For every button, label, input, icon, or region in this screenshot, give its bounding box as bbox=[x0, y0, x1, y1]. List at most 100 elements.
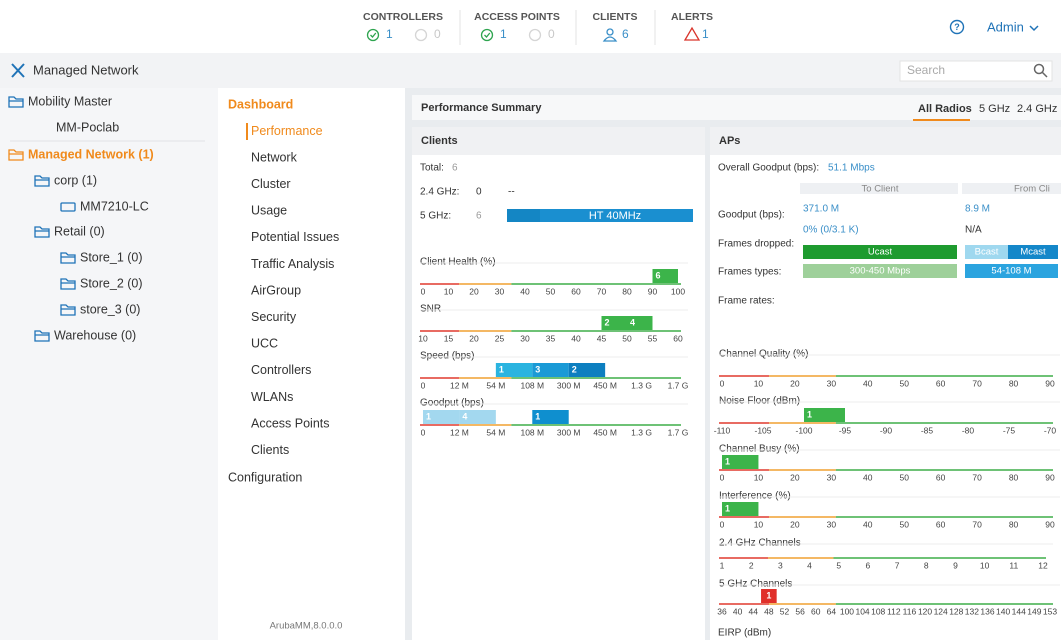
menu-item[interactable]: Performance bbox=[251, 124, 323, 138]
menu-item[interactable]: Clients bbox=[251, 443, 289, 457]
tick-label: 45 bbox=[597, 333, 607, 343]
tick-label: 20 bbox=[790, 472, 800, 482]
histogram-bar[interactable] bbox=[568, 363, 606, 377]
menu-title[interactable]: Dashboard bbox=[228, 97, 293, 111]
histogram-bar[interactable] bbox=[601, 316, 628, 330]
field-value: 6 bbox=[476, 211, 482, 222]
tick-label: 52 bbox=[780, 606, 790, 616]
tick-label: 1.7 G bbox=[668, 380, 689, 390]
menu-item[interactable]: Controllers bbox=[251, 363, 311, 377]
status-icon bbox=[366, 28, 380, 42]
stat-value[interactable]: 1 bbox=[500, 27, 507, 41]
tree-item[interactable]: MM-Poclab bbox=[56, 120, 119, 134]
mode-bar bbox=[507, 209, 540, 222]
chart-title: EIRP (dBm) bbox=[718, 628, 771, 639]
tick-label: 108 M bbox=[520, 427, 544, 437]
stat-value[interactable]: 0 bbox=[548, 27, 555, 41]
histogram-bar[interactable] bbox=[627, 316, 653, 330]
tick-label: 10 bbox=[980, 560, 990, 570]
tick-label: 3 bbox=[778, 560, 783, 570]
search-box[interactable] bbox=[899, 60, 1053, 82]
field-value: 371.0 M bbox=[803, 204, 839, 215]
histogram-bar[interactable] bbox=[532, 410, 569, 424]
menu-item[interactable]: Potential Issues bbox=[251, 230, 339, 244]
stat-value[interactable]: 0 bbox=[434, 27, 441, 41]
histogram-bar[interactable] bbox=[804, 408, 845, 422]
histogram-bar[interactable] bbox=[722, 502, 759, 516]
histogram-bar[interactable] bbox=[459, 410, 496, 424]
folder-icon bbox=[34, 226, 50, 238]
menu-item[interactable]: Configuration bbox=[228, 470, 302, 484]
tree-item[interactable]: Store_2 (0) bbox=[80, 276, 143, 290]
tree-item[interactable]: store_3 (0) bbox=[80, 302, 140, 316]
close-icon[interactable] bbox=[11, 63, 25, 78]
tree-item[interactable]: Store_1 (0) bbox=[80, 250, 143, 264]
tick-label: 35 bbox=[546, 333, 556, 343]
tick-label: -105 bbox=[754, 425, 771, 435]
tree-item[interactable]: Mobility Master bbox=[28, 94, 112, 108]
menu-item[interactable]: WLANs bbox=[251, 390, 293, 404]
tick-label: 70 bbox=[972, 378, 982, 388]
active-indicator bbox=[246, 123, 248, 140]
radio-tab[interactable]: All Radios bbox=[918, 103, 972, 115]
tick-label: 112 bbox=[887, 606, 901, 616]
stat-value[interactable]: 1 bbox=[386, 27, 393, 41]
tree-item[interactable]: MM7210-LC bbox=[80, 199, 149, 213]
user-menu[interactable]: Admin bbox=[987, 19, 1024, 34]
tree-item[interactable]: Retail (0) bbox=[54, 224, 105, 238]
chart-title: Noise Floor (dBm) bbox=[719, 396, 800, 407]
status-icon bbox=[370, 32, 377, 38]
tick-label: 36 bbox=[717, 606, 727, 616]
stat-value[interactable]: 6 bbox=[622, 27, 629, 41]
chart-title: 5 GHz Channels bbox=[719, 579, 792, 590]
menu-item[interactable]: Network bbox=[251, 150, 298, 164]
menu-item[interactable]: Usage bbox=[251, 204, 287, 218]
tick-label: 1.7 G bbox=[668, 427, 689, 437]
menu-item[interactable]: Traffic Analysis bbox=[251, 257, 334, 271]
stat-value[interactable]: 1 bbox=[702, 27, 709, 41]
menu-item[interactable]: Access Points bbox=[251, 416, 330, 430]
tree-item[interactable]: Warehouse (0) bbox=[54, 328, 136, 342]
field-value: -- bbox=[508, 187, 515, 198]
tick-label: 12 M bbox=[450, 427, 469, 437]
tick-label: 25 bbox=[495, 333, 505, 343]
tick-label: 108 bbox=[871, 606, 885, 616]
mode-label: HT 40MHz bbox=[589, 210, 641, 222]
tree-item[interactable]: Managed Network (1) bbox=[28, 147, 154, 161]
tick-label: 12 bbox=[1038, 560, 1048, 570]
tree-item[interactable]: corp (1) bbox=[54, 173, 97, 187]
histogram-bar[interactable] bbox=[495, 363, 533, 377]
search-icon[interactable] bbox=[1033, 63, 1045, 75]
tick-label: 40 bbox=[733, 606, 743, 616]
stat-label: CONTROLLERS bbox=[363, 11, 443, 23]
tick-label: 5 bbox=[836, 560, 841, 570]
radio-tab[interactable]: 2.4 GHz bbox=[1017, 103, 1057, 115]
folder-icon bbox=[60, 278, 76, 290]
menu-item[interactable]: UCC bbox=[251, 337, 278, 351]
help-icon[interactable] bbox=[949, 19, 965, 35]
top-bar bbox=[0, 0, 1061, 53]
histogram-bar[interactable] bbox=[423, 410, 460, 424]
histogram-bar[interactable] bbox=[652, 269, 679, 283]
tick-label: 128 bbox=[949, 606, 963, 616]
tree-panel bbox=[0, 88, 218, 640]
tick-label: 60 bbox=[936, 519, 946, 529]
bar-count: 1 bbox=[766, 590, 771, 600]
histogram-bar[interactable] bbox=[722, 455, 759, 469]
menu-item[interactable]: Security bbox=[251, 310, 297, 324]
tick-label: 54 M bbox=[486, 427, 505, 437]
bar-count: 1 bbox=[535, 411, 540, 421]
bar-count: 6 bbox=[656, 270, 661, 280]
bar-count: 1 bbox=[426, 411, 431, 421]
menu-item[interactable]: AirGroup bbox=[251, 283, 301, 297]
radio-tab[interactable]: 5 GHz bbox=[979, 103, 1010, 115]
field-value: 0% (0/3.1 K) bbox=[803, 225, 859, 236]
menu-item[interactable]: Cluster bbox=[251, 177, 291, 191]
tick-label: -100 bbox=[795, 425, 812, 435]
histogram-bar[interactable] bbox=[761, 589, 777, 603]
frame-bar-label: Bcast bbox=[975, 247, 999, 258]
histogram-bar[interactable] bbox=[532, 363, 569, 377]
search-placeholder[interactable]: Search bbox=[907, 63, 945, 77]
tick-label: 70 bbox=[972, 519, 982, 529]
folder-icon bbox=[8, 96, 24, 108]
